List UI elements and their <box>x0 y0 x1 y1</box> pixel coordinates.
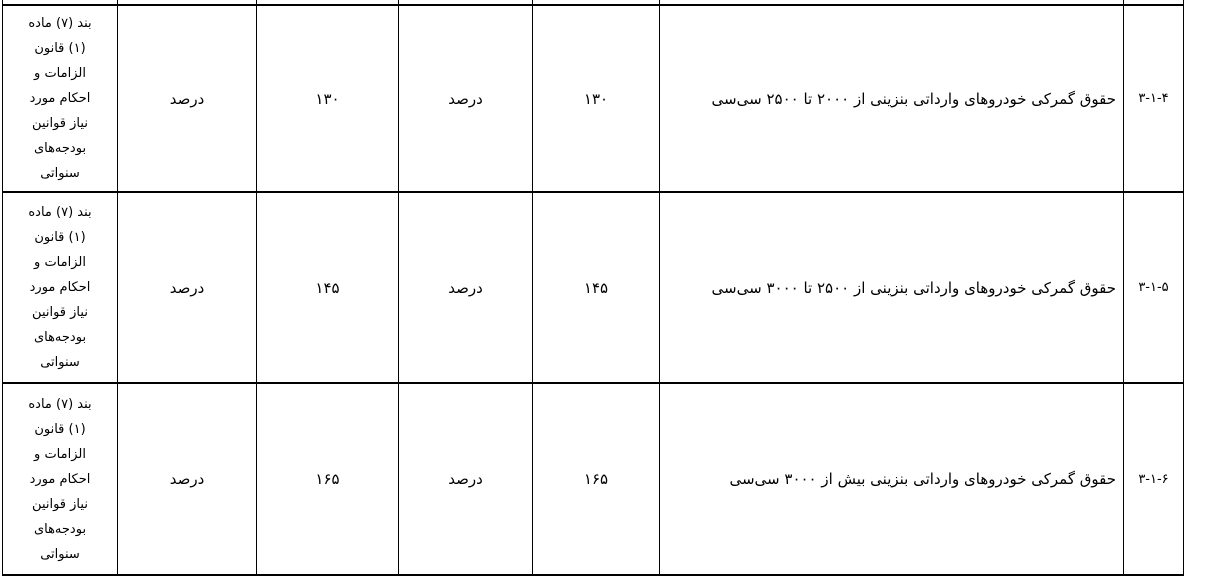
unit-cell-2: درصد <box>117 6 256 193</box>
legal-basis-text: بند (۷) ماده (۱) قانون الزامات و احکام م… <box>28 396 92 562</box>
value-cell-1: ۱۴۵ <box>532 193 659 384</box>
unit-cell-1: درصد <box>398 384 532 576</box>
empty-cell <box>532 0 659 6</box>
empty-cell <box>1123 0 1183 6</box>
value-cell-2: ۱۳۰ <box>256 6 398 193</box>
row-number-cell: ۳-۱-۵ <box>1123 193 1183 384</box>
row-number-cell: ۳-۱-۴ <box>1123 6 1183 193</box>
legal-basis-text: بند (۷) ماده (۱) قانون الزامات و احکام م… <box>28 16 92 181</box>
description-cell: حقوق گمرکی خودروهای وارداتی بنزینی از ۲۵… <box>659 193 1123 384</box>
unit-cell-2: درصد <box>117 193 256 384</box>
description-cell: حقوق گمرکی خودروهای وارداتی بنزینی از ۲۰… <box>659 6 1123 193</box>
legal-basis-cell: بند (۷) ماده (۱) قانون الزامات و احکام م… <box>2 193 117 384</box>
description-cell: حقوق گمرکی خودروهای وارداتی بنزینی بیش ا… <box>659 384 1123 576</box>
empty-cell <box>117 0 256 6</box>
empty-cell <box>256 0 398 6</box>
unit-cell-1: درصد <box>398 6 532 193</box>
value-cell-1: ۱۶۵ <box>532 384 659 576</box>
value-cell-2: ۱۶۵ <box>256 384 398 576</box>
row-number-cell: ۳-۱-۶ <box>1123 384 1183 576</box>
unit-cell-1: درصد <box>398 193 532 384</box>
tariff-table: ۳-۱-۴ حقوق گمرکی خودروهای وارداتی بنزینی… <box>2 0 1184 576</box>
empty-cell <box>398 0 532 6</box>
legal-basis-cell: بند (۷) ماده (۱) قانون الزامات و احکام م… <box>2 6 117 193</box>
value-cell-2: ۱۴۵ <box>256 193 398 384</box>
legal-basis-text: بند (۷) ماده (۱) قانون الزامات و احکام م… <box>28 205 92 370</box>
empty-cell <box>2 0 117 6</box>
legal-basis-cell: بند (۷) ماده (۱) قانون الزامات و احکام م… <box>2 384 117 576</box>
empty-cell <box>659 0 1123 6</box>
unit-cell-2: درصد <box>117 384 256 576</box>
value-cell-1: ۱۳۰ <box>532 6 659 193</box>
